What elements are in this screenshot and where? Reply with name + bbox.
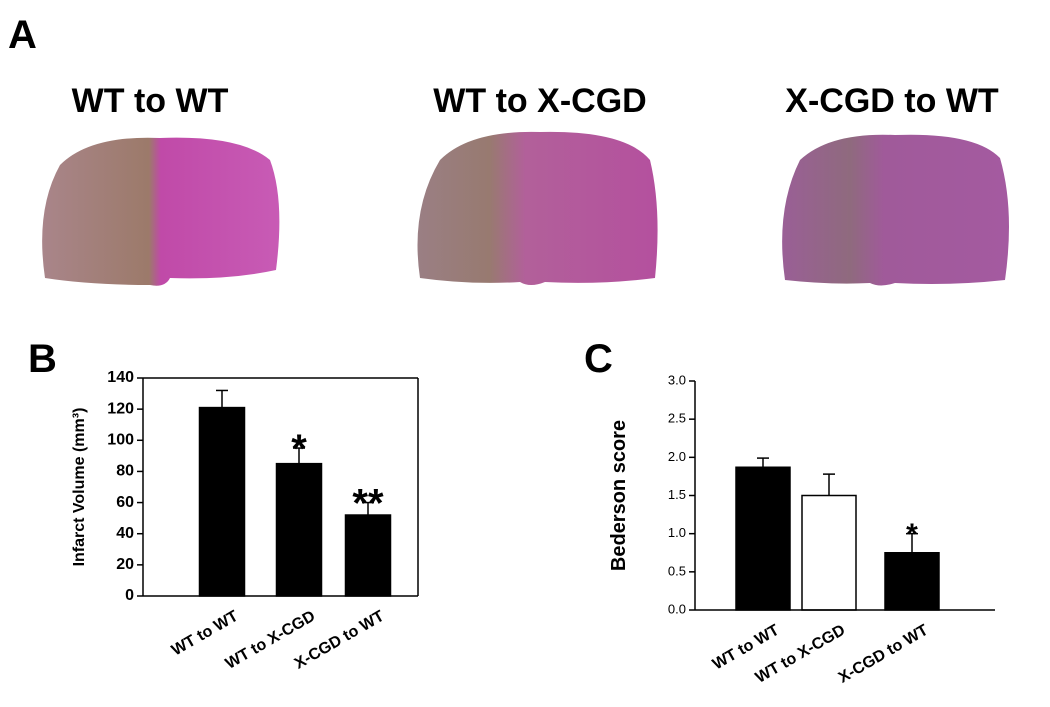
panel-label: C: [584, 337, 613, 381]
image-title: WT to WT: [72, 82, 229, 120]
y-tick-label: 20: [116, 556, 134, 573]
x-tick-label: WT to WT: [169, 608, 242, 660]
significance-marker: *: [906, 518, 918, 551]
y-axis-label: Bederson score: [608, 420, 630, 571]
y-tick-label: 2.5: [668, 411, 686, 426]
y-tick-label: 0.0: [668, 601, 686, 616]
brain-slice: [782, 134, 1009, 286]
brain-slice: [42, 137, 280, 286]
significance-marker: *: [291, 427, 307, 471]
y-tick-label: 2.0: [668, 449, 686, 464]
bar: [801, 494, 857, 611]
y-tick-label: 100: [107, 432, 134, 449]
panel-label: B: [28, 337, 57, 381]
significance-marker: **: [352, 482, 384, 526]
bar: [275, 462, 323, 597]
bar: [198, 406, 246, 597]
y-tick-label: 1.0: [668, 525, 686, 540]
y-axis-label: Infarct Volume (mm³): [71, 408, 88, 567]
bar: [884, 552, 940, 611]
bar: [735, 466, 791, 611]
y-tick-label: 0.5: [668, 563, 686, 578]
y-tick-label: 140: [107, 369, 134, 386]
y-tick-label: 40: [116, 525, 134, 542]
panel-label: A: [8, 13, 37, 57]
y-tick-label: 60: [116, 494, 134, 511]
image-title: WT to X-CGD: [433, 82, 646, 120]
y-tick-label: 120: [107, 400, 134, 417]
y-tick-label: 0: [125, 587, 134, 604]
y-tick-label: 1.5: [668, 487, 686, 502]
x-tick-label: X-CGD to WT: [836, 622, 932, 687]
image-title: X-CGD to WT: [785, 82, 999, 120]
brain-slice: [417, 131, 658, 285]
y-tick-label: 80: [116, 463, 134, 480]
y-tick-label: 3.0: [668, 372, 686, 387]
bar: [344, 514, 392, 597]
